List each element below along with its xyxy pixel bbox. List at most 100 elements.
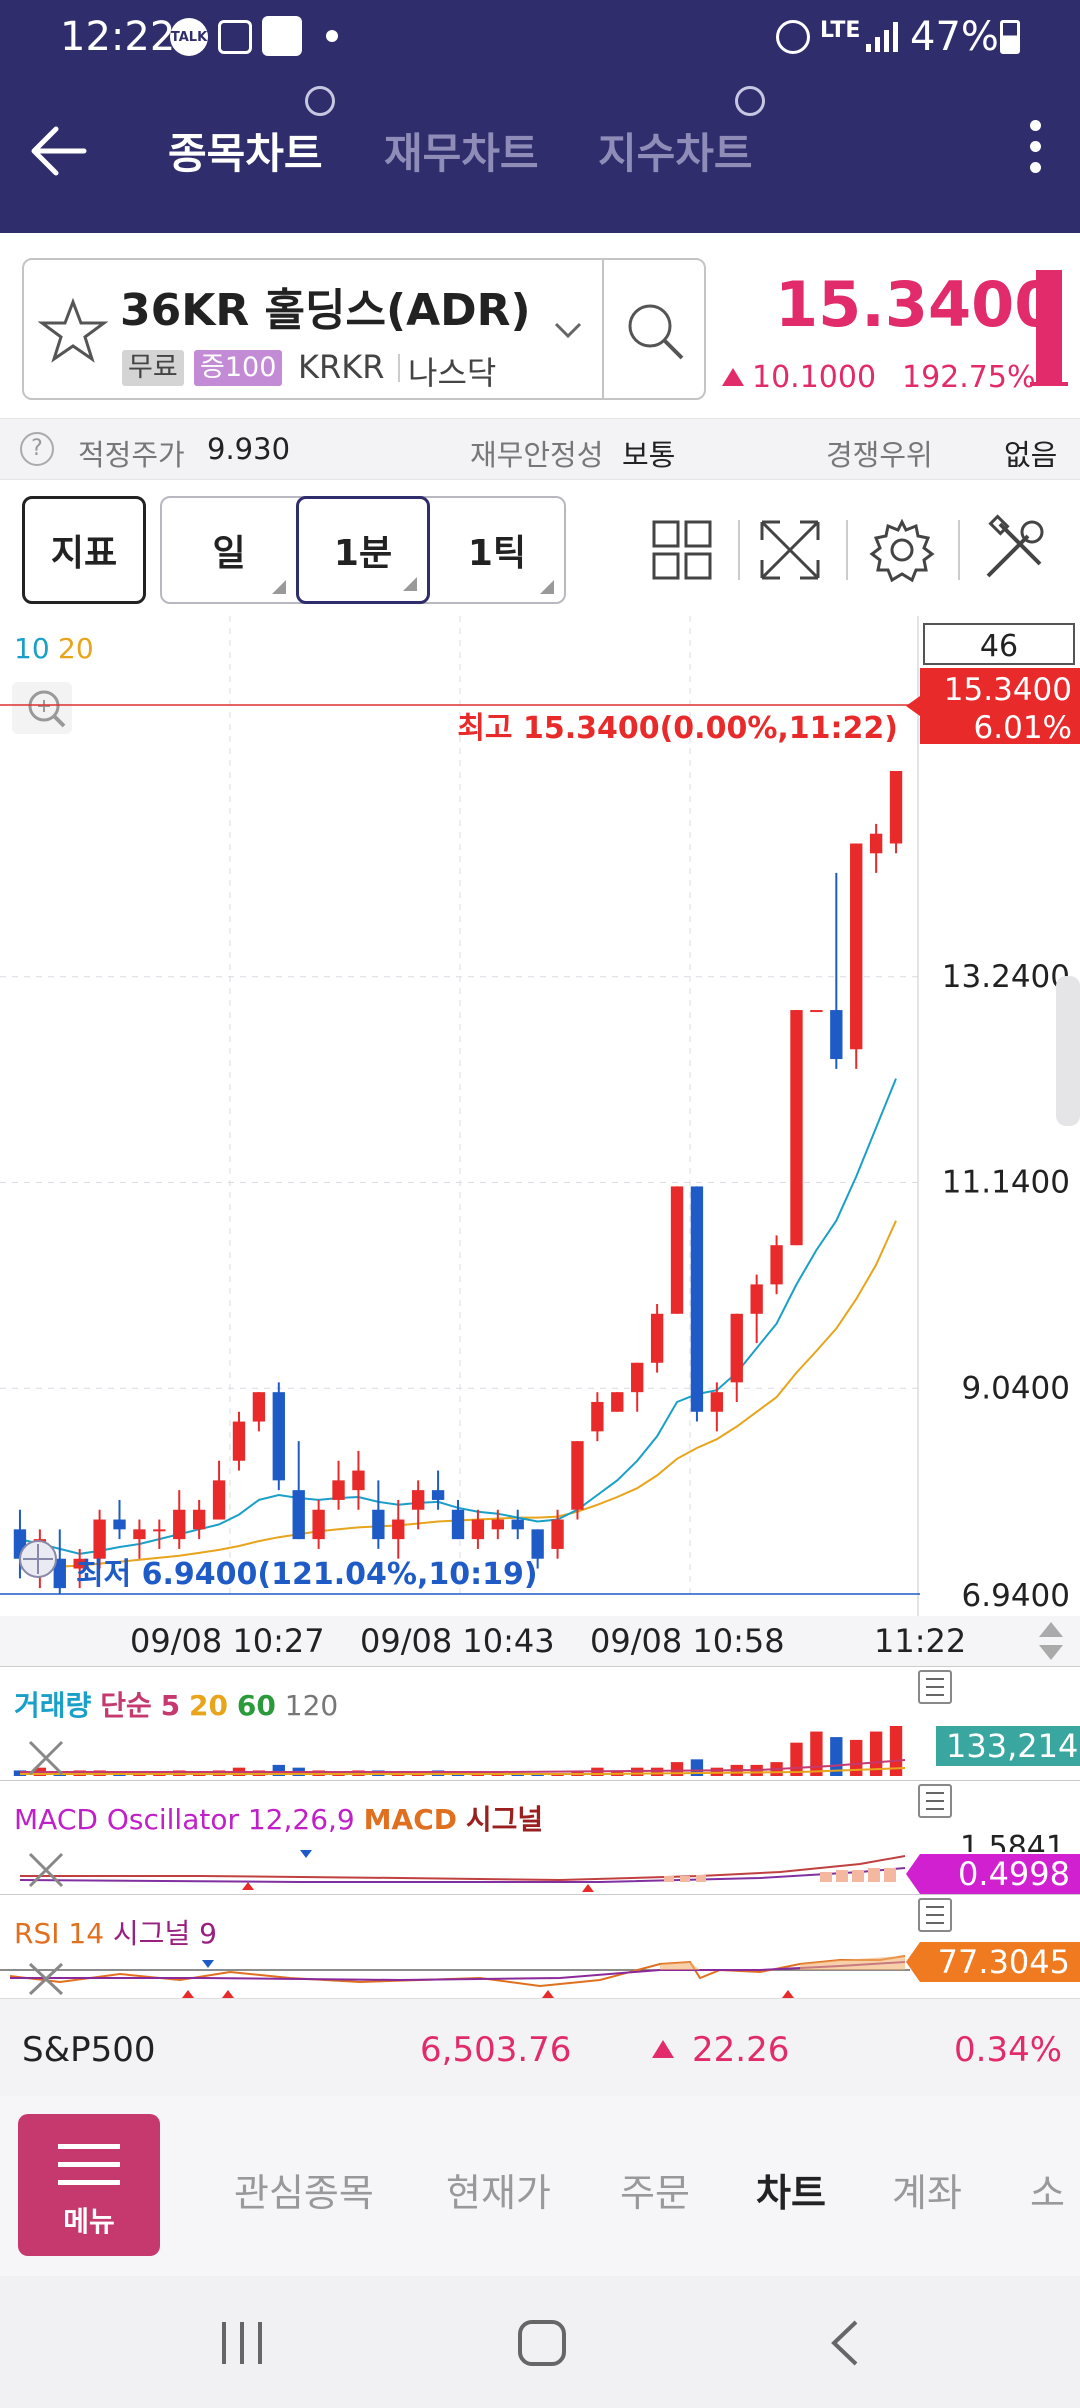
divider <box>738 520 740 580</box>
menu-label: 메뉴 <box>63 2205 115 2238</box>
favorite-star-icon[interactable] <box>38 296 108 366</box>
ma10-legend: 10 <box>14 632 50 665</box>
maps-notification-icon <box>262 16 302 56</box>
candle-body <box>670 1186 684 1314</box>
more-notifications-dot <box>326 30 338 42</box>
high-annotation: 최고 15.3400(0.00%,11:22) <box>457 711 898 746</box>
divider <box>398 354 400 382</box>
tab-index-chart[interactable]: 지수차트 <box>598 129 753 178</box>
volume-menu-icon[interactable] <box>918 1670 952 1704</box>
layout-grid-icon[interactable] <box>644 512 720 588</box>
rsi-value-tag: 77.3045 <box>920 1942 1080 1982</box>
tools-icon[interactable] <box>976 512 1052 588</box>
fullscreen-icon[interactable] <box>752 512 828 588</box>
index-name: S&P500 <box>22 2030 156 2070</box>
candle-body <box>830 1010 843 1060</box>
index-ticker-row[interactable] <box>0 1998 1080 2096</box>
y-tick-label: 9.0400 <box>962 1370 1070 1406</box>
volume-bar <box>889 1726 903 1776</box>
period-1tick-button[interactable]: 1틱 <box>430 496 564 604</box>
candle-body <box>730 1313 743 1383</box>
candle-count: 46 <box>980 629 1018 664</box>
rsi-lines <box>0 1955 910 1998</box>
zoom-icon[interactable] <box>12 682 72 734</box>
divider <box>846 520 848 580</box>
recent-apps-icon[interactable] <box>214 2318 270 2368</box>
index-change-pct: 0.34% <box>954 2030 1063 2070</box>
back-arrow-icon[interactable] <box>26 118 92 184</box>
macd-value-tag: 0.4998 <box>920 1854 1080 1894</box>
candle-body <box>571 1441 584 1510</box>
current-price-tag: 15.3400 <box>944 672 1072 708</box>
candle-body <box>451 1509 465 1540</box>
volume-bar <box>690 1759 704 1776</box>
chevron-down-icon[interactable] <box>550 316 586 342</box>
system-back-icon[interactable] <box>822 2316 868 2370</box>
status-time: 12:22 <box>60 14 176 60</box>
low-annotation: 최저 6.9400(121.04%,10:19) <box>76 1557 538 1592</box>
tab-financial-chart[interactable]: 재무차트 <box>384 129 539 178</box>
volume-bar <box>13 1770 27 1776</box>
x-tick-label: 09/08 10:58 <box>590 1622 785 1660</box>
system-navigation <box>0 2276 1080 2408</box>
close-icon[interactable] <box>26 1740 66 1776</box>
nav-current-price[interactable]: 현재가 <box>446 2171 551 2215</box>
nav-more[interactable]: 소 <box>1030 2171 1065 2215</box>
candle-body <box>332 1480 345 1500</box>
candle-body <box>850 843 863 1050</box>
nav-chart[interactable]: 차트 <box>756 2171 826 2215</box>
menu-button[interactable]: 메뉴 <box>18 2114 160 2256</box>
candle-body <box>312 1509 325 1540</box>
stability-label: 재무안정성 <box>470 438 604 472</box>
candle-body <box>412 1490 425 1510</box>
free-tag: 무료 <box>122 350 184 386</box>
current-pct-tag: 6.01% <box>974 710 1072 746</box>
candle-body <box>352 1470 365 1491</box>
rsi-title: RSI 14 시그널 9 <box>14 1917 217 1950</box>
candle-body <box>471 1519 485 1540</box>
divider <box>958 520 960 580</box>
search-icon[interactable] <box>620 296 690 366</box>
volume-bar <box>869 1731 883 1776</box>
chart-scroll-handle[interactable] <box>1056 976 1080 1126</box>
current-price: 15.3400 <box>775 268 1058 341</box>
candle-body <box>173 1509 186 1540</box>
x-tick-label: 09/08 10:27 <box>130 1622 325 1660</box>
period-1min-button[interactable]: 1분 <box>296 496 430 604</box>
fair-price-value: 9.930 <box>207 432 291 466</box>
competitive-value: 없음 <box>1004 438 1058 472</box>
axis-scroll-icon[interactable] <box>1036 1620 1066 1662</box>
fair-price-label: 적정주가 <box>78 438 185 472</box>
volume-value-tag: 133,214 <box>936 1726 1080 1766</box>
help-icon[interactable]: ? <box>20 432 54 466</box>
candle-body <box>292 1490 305 1540</box>
candle-body <box>511 1519 524 1530</box>
macd-menu-icon[interactable] <box>918 1784 952 1818</box>
more-options-icon[interactable] <box>1020 112 1050 192</box>
candle-body <box>631 1362 644 1393</box>
settings-gear-icon[interactable] <box>864 512 940 588</box>
candlestick-chart[interactable]: 10 20 46 15.3400 6.01% 최고 15.3400(0.00%,… <box>0 616 1080 1616</box>
price-level-bar <box>1036 270 1062 386</box>
signal-icon <box>866 22 898 52</box>
candle-body <box>232 1421 246 1461</box>
tab-stock-chart[interactable]: 종목차트 <box>168 129 323 178</box>
home-icon[interactable] <box>512 2316 572 2370</box>
candle-body <box>869 833 883 854</box>
period-day-button[interactable]: 일 <box>162 496 296 604</box>
nav-account[interactable]: 계좌 <box>892 2171 962 2215</box>
candle-body <box>790 1010 803 1246</box>
nav-order[interactable]: 주문 <box>620 2171 690 2215</box>
candle-body <box>153 1529 166 1532</box>
candle-body <box>650 1313 664 1363</box>
network-type: LTE <box>820 18 861 43</box>
indicator-button[interactable]: 지표 <box>22 496 146 604</box>
y-tick-label: 13.2400 <box>942 959 1070 995</box>
x-tick-label: 09/08 10:43 <box>360 1622 555 1660</box>
close-icon[interactable] <box>26 1852 66 1888</box>
rsi-menu-icon[interactable] <box>918 1898 952 1932</box>
crosshair-icon[interactable] <box>19 1540 57 1578</box>
stock-selector[interactable] <box>22 258 706 400</box>
nav-watchlist[interactable]: 관심종목 <box>234 2171 374 2215</box>
close-icon[interactable] <box>26 1962 66 1996</box>
